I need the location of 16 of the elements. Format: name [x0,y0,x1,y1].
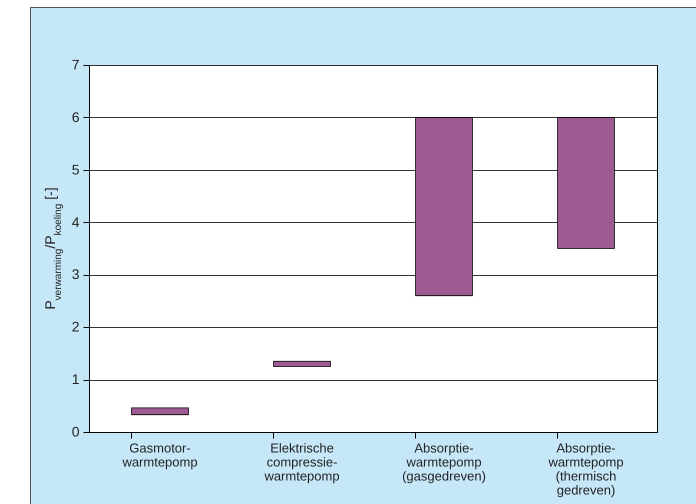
y-tick-label: 3 [72,266,80,282]
y-tick-label: 6 [72,108,80,125]
bar [273,360,331,367]
bar [415,117,473,296]
x-tick-label: Absorptie- warmtepomp (gasgedreven) [402,440,486,484]
y-tick-label: 7 [72,56,80,72]
bar [131,407,189,416]
y-tick-label: 5 [72,161,80,178]
x-tick-label: Absorptie- warmtepomp (thermisch gedreven) [547,440,624,498]
y-tick-label: 4 [72,214,80,230]
bar [557,117,615,249]
y-tick-label: 0 [72,424,80,440]
x-tick-label: Elektrische compressie- warmtepomp [263,440,340,484]
y-tick-label: 1 [72,371,80,388]
x-tick-label: Gasmotor- warmtepomp [121,440,198,470]
y-tick-label: 2 [72,318,80,335]
